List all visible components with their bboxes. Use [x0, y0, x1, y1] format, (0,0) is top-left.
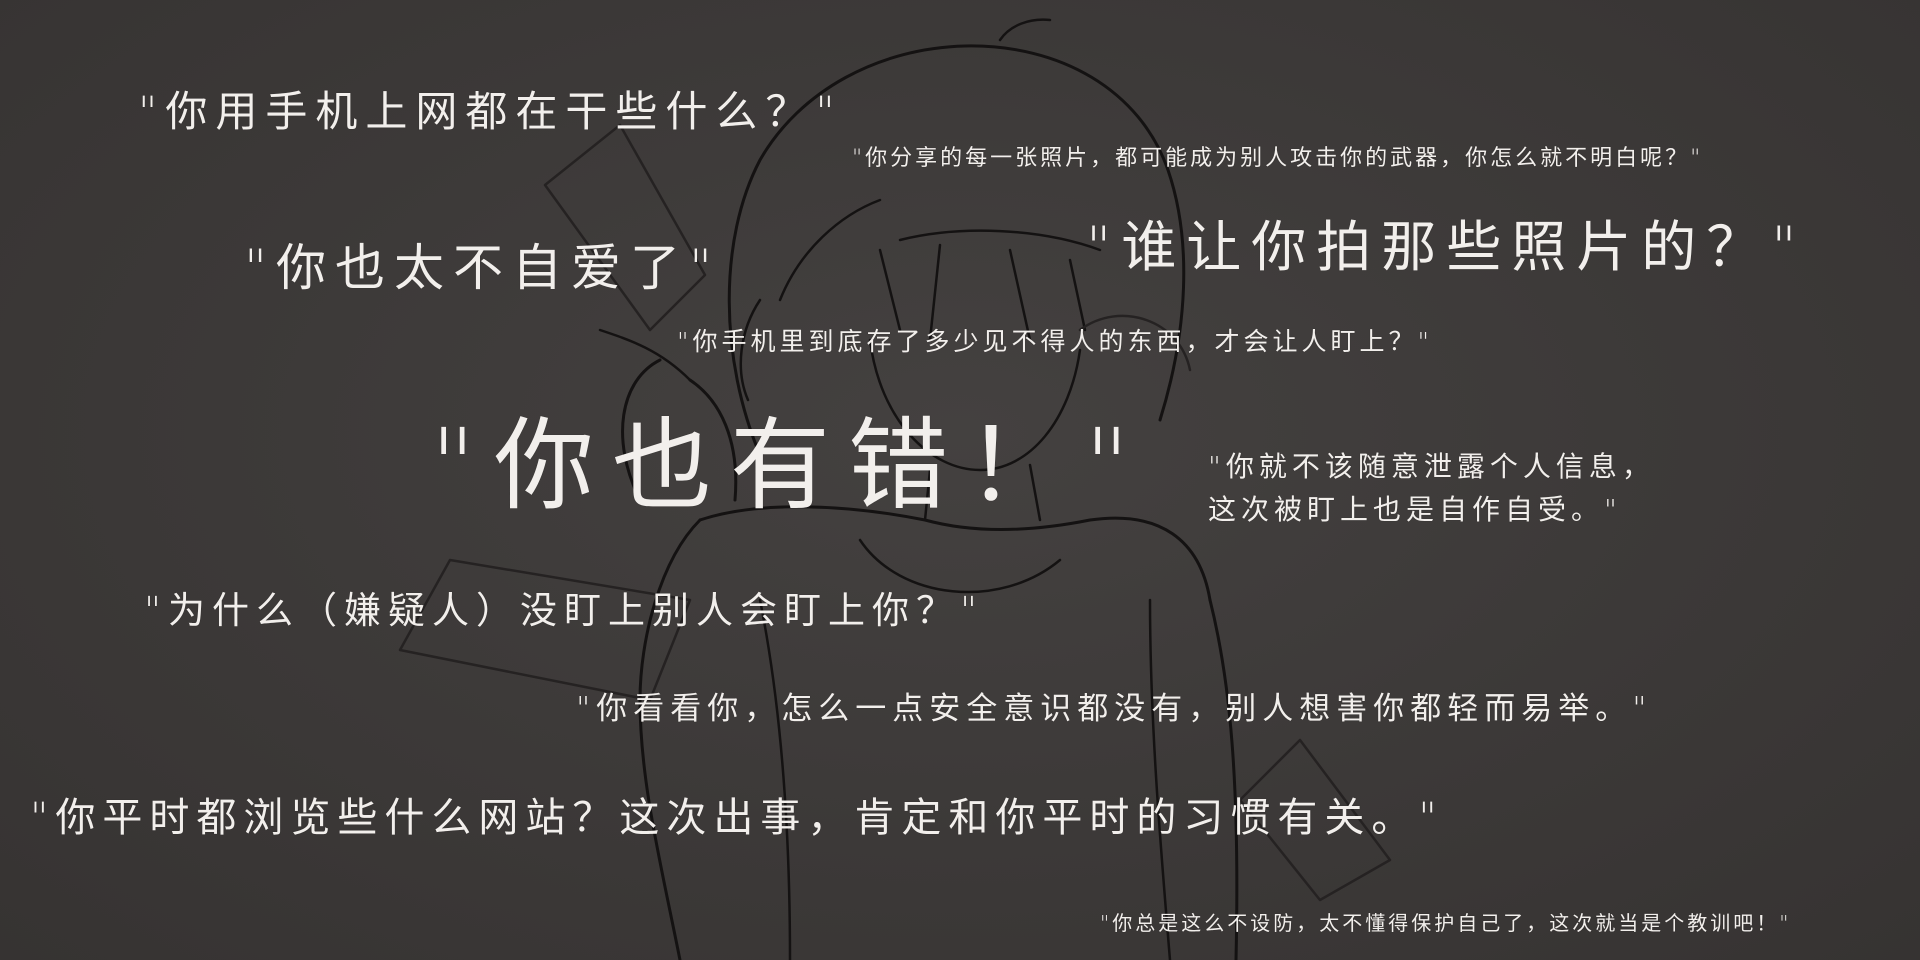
shoulders-and-body: [638, 505, 1239, 960]
quote-who-told-you-photos: "谁让你拍那些照片的？": [1086, 215, 1807, 279]
quote-what-websites: "你平时都浏览些什么网站？这次出事，肯定和你平时的习惯有关。": [30, 795, 1444, 841]
quote-leaking-personal-info-line2: 这次被盯上也是自作自受。": [1208, 493, 1622, 527]
quote-leaking-personal-info-line1: "你就不该随意泄露个人信息，: [1208, 450, 1655, 483]
background-shapes: [398, 123, 1392, 902]
quote-what-is-on-your-phone: "你手机里到底存了多少见不得人的东西，才会让人盯上？": [677, 327, 1434, 356]
hair-outline: [727, 18, 1186, 457]
quote-take-it-as-lesson: "你总是这么不设防，太不懂得保护自己了，这次就当是个教训吧！": [1100, 911, 1792, 935]
quote-browsing-habits: "你用手机上网都在干些什么？": [138, 87, 843, 136]
quote-no-safety-awareness: "你看看你，怎么一点安全意识都没有，别人想害你都轻而易举。": [576, 691, 1653, 727]
quote-why-you-not-others: "为什么（嫌疑人）没盯上别人会盯上你？": [144, 589, 985, 632]
quote-shared-photos-weapon: "你分享的每一张照片，都可能成为别人攻击你的武器，你怎么就不明白呢？": [852, 146, 1704, 171]
quote-leaking-personal-info: "你就不该随意泄露个人信息， 这次被盯上也是自作自受。": [1208, 445, 1655, 532]
quote-you-are-also-wrong: "你也有错！": [430, 407, 1148, 524]
face-and-neck: [868, 338, 1082, 522]
raised-arm: [598, 328, 738, 502]
quote-not-self-respecting: "你也太不自爱了": [244, 239, 721, 297]
